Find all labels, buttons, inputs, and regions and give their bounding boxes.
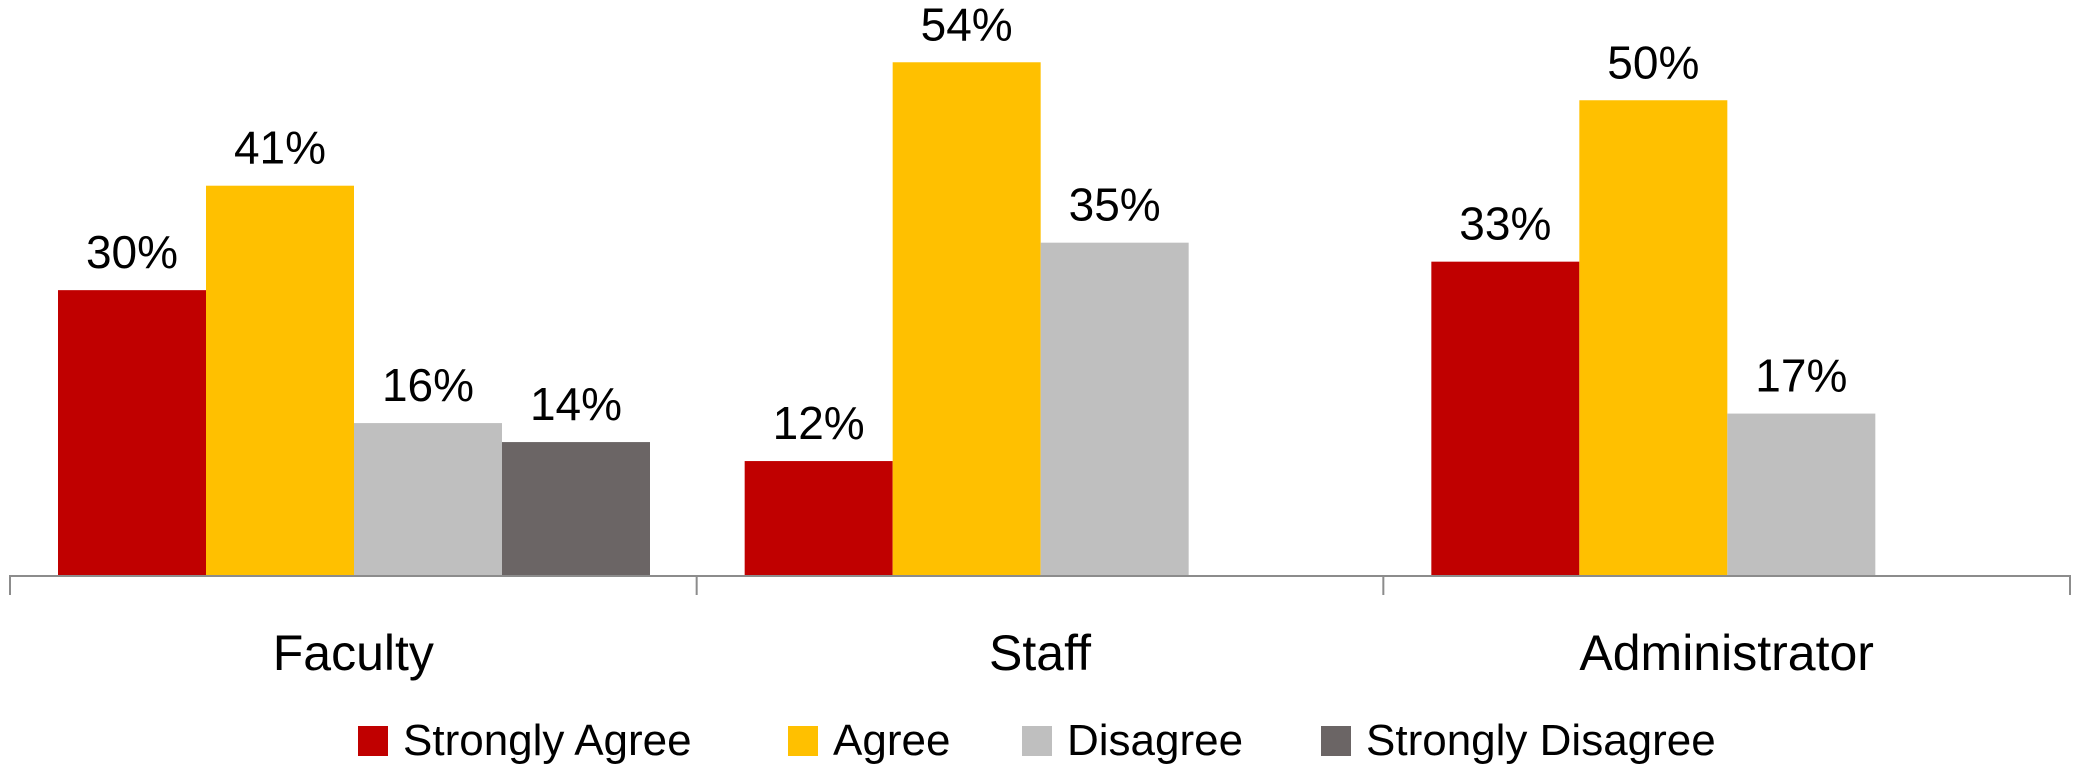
data-label-staff-strongly-agree: 12% xyxy=(773,397,865,449)
bar-faculty-strongly-disagree xyxy=(502,442,650,575)
data-label-faculty-agree: 41% xyxy=(234,122,326,174)
x-axis xyxy=(9,575,2071,595)
bar-administrator-agree xyxy=(1579,100,1728,575)
data-label-faculty-strongly-disagree: 14% xyxy=(530,378,622,430)
data-label-staff-disagree: 35% xyxy=(1069,179,1161,231)
legend-swatch-disagree xyxy=(1022,726,1052,756)
legend-swatch-strongly-disagree xyxy=(1321,726,1351,756)
legend-swatch-agree xyxy=(788,726,818,756)
bar-faculty-disagree xyxy=(354,423,502,575)
data-label-administrator-strongly-agree: 33% xyxy=(1459,198,1551,250)
bar-administrator-strongly-agree xyxy=(1431,261,1580,575)
bar-staff-agree xyxy=(892,62,1041,575)
data-labels-group: 30% 41% 16% 14% 12% 54% 35% 33% 50% 17% xyxy=(86,0,1847,449)
category-label-faculty: Faculty xyxy=(273,625,434,681)
legend-label-strongly-disagree: Strongly Disagree xyxy=(1366,716,1716,765)
bar-faculty-agree xyxy=(206,185,354,575)
category-label-administrator: Administrator xyxy=(1579,625,1874,681)
data-label-administrator-agree: 50% xyxy=(1607,36,1699,88)
bar-faculty-strongly-agree xyxy=(58,290,206,575)
legend-label-agree: Agree xyxy=(833,716,950,765)
bars-group xyxy=(58,62,1876,576)
data-label-staff-agree: 54% xyxy=(921,0,1013,50)
legend: Strongly Agree Agree Disagree Strongly Disa… xyxy=(358,716,1716,765)
data-label-administrator-disagree: 17% xyxy=(1755,350,1847,402)
data-label-faculty-disagree: 16% xyxy=(382,359,474,411)
data-label-faculty-strongly-agree: 30% xyxy=(86,226,178,278)
bar-administrator-disagree xyxy=(1727,413,1876,575)
category-labels-group: Faculty Staff Administrator xyxy=(273,625,1874,681)
bar-staff-strongly-agree xyxy=(744,461,893,575)
legend-label-disagree: Disagree xyxy=(1067,716,1243,765)
legend-label-strongly-agree: Strongly Agree xyxy=(403,716,692,765)
category-label-staff: Staff xyxy=(989,625,1091,681)
legend-swatch-strongly-agree xyxy=(358,726,388,756)
bar-staff-disagree xyxy=(1040,242,1189,576)
